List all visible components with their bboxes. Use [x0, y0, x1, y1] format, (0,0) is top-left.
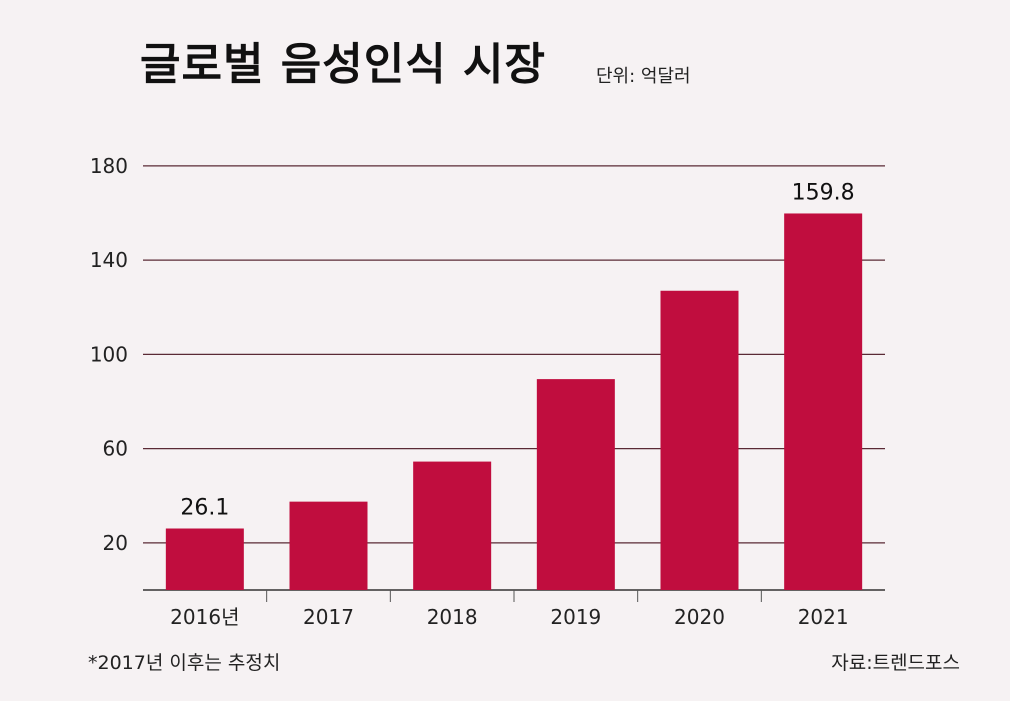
- y-tick-label: 140: [90, 248, 128, 272]
- source-credit: 자료:트렌드포스: [831, 652, 960, 674]
- bar-2019: [536, 379, 615, 590]
- y-tick-label: 100: [90, 342, 128, 366]
- bar-2016년: [165, 528, 244, 590]
- data-label: 26.1: [180, 496, 229, 521]
- bar-2018: [413, 461, 492, 590]
- chart-title: 글로벌 음성인식 시장: [140, 39, 546, 90]
- x-tick-label: 2016년: [170, 605, 239, 629]
- x-tick-label: 2021: [798, 605, 849, 629]
- footnote: *2017년 이후는 추정치: [88, 652, 281, 674]
- x-tick-label: 2019: [550, 605, 601, 629]
- unit-label: 단위: 억달러: [596, 66, 691, 87]
- bar-2020: [660, 290, 739, 590]
- y-tick-label: 20: [103, 531, 128, 555]
- x-tick-label: 2017: [303, 605, 354, 629]
- y-tick-label: 180: [90, 154, 128, 178]
- y-tick-label: 60: [103, 437, 128, 461]
- bar-2017: [289, 501, 368, 590]
- x-tick-label: 2020: [674, 605, 725, 629]
- x-tick-label: 2018: [427, 605, 478, 629]
- data-label: 159.8: [792, 180, 855, 205]
- bar-2021: [784, 213, 863, 590]
